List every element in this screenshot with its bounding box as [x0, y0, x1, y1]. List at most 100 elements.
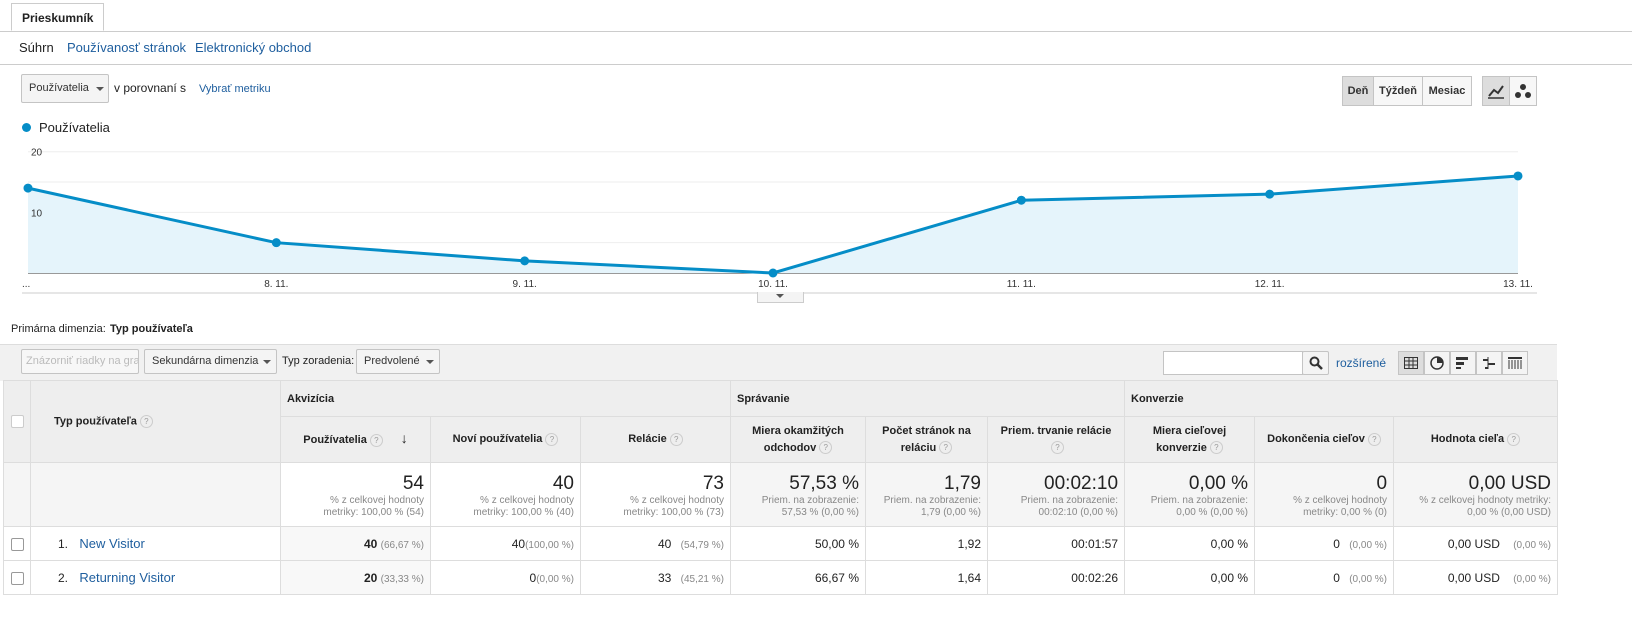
view-pivot-button[interactable]: [1502, 351, 1528, 375]
chart-resize-handle[interactable]: [757, 292, 804, 303]
tab-bar: [0, 0, 1632, 32]
help-icon[interactable]: ?: [669, 432, 683, 446]
data-point[interactable]: [271, 238, 281, 248]
subnav-usage[interactable]: Používanosť stránok: [67, 40, 187, 55]
help-icon[interactable]: ?: [545, 432, 559, 446]
column-header[interactable]: Dokončenia cieľov?: [1254, 416, 1395, 463]
bubbles-icon: [1515, 84, 1531, 98]
select-all-checkbox[interactable]: [10, 415, 24, 428]
grid-icon: [1404, 357, 1418, 369]
sub-nav: Súhrn Používanosť stránok Elektronický o…: [0, 32, 1632, 65]
totals-cell: 57,53 % Priem. na zobrazenie: 57,53 % (0,0…: [730, 462, 866, 527]
row-name-link[interactable]: Returning Visitor: [79, 570, 176, 585]
metric-dropdown[interactable]: Používatelia: [21, 74, 109, 103]
chevron-down-icon: [776, 294, 784, 298]
group-acquisition: Akvizícia: [280, 380, 731, 417]
help-icon[interactable]: ?: [1051, 441, 1064, 455]
totals-cell: 0,00 % Priem. na zobrazenie: 0,00 % (0,00 …: [1124, 462, 1256, 527]
column-header[interactable]: Miera okamžitých odchodov?: [730, 416, 866, 463]
totals-cell: 1,79 Priem. na zobrazenie: 1,79 (0,00 %): [865, 462, 988, 527]
column-header[interactable]: Počet stránok na reláciu?: [865, 416, 988, 463]
primary-dimension-value[interactable]: Typ používateľa: [110, 323, 193, 335]
line-chart-icon: [1488, 85, 1504, 99]
column-header[interactable]: Noví používatelia?: [430, 416, 581, 463]
table-row: 1. New Visitor 40 (66,67 %) 40(100,00 %) 40…: [3, 526, 1559, 561]
data-point[interactable]: [1016, 195, 1026, 205]
row-name-link[interactable]: New Visitor: [79, 536, 145, 551]
view-compare-button[interactable]: [1476, 351, 1502, 375]
column-header[interactable]: Používatelia? ↓: [280, 416, 431, 463]
sort-type-dropdown[interactable]: Predvolené: [356, 349, 440, 374]
help-icon[interactable]: ?: [1209, 441, 1223, 455]
x-tick-label: 11. 11.: [1007, 279, 1036, 290]
totals-cell: 54% z celkovej hodnoty metriky: 100,00 % …: [280, 462, 431, 527]
select-all-cell: [3, 380, 31, 463]
table-cell: [3, 560, 31, 595]
table-cell: 0,00 USD (0,00 %): [1393, 560, 1559, 595]
x-tick-label: 10. 11.: [758, 279, 788, 290]
totals-cell: 40% z celkovej hodnoty metriky: 100,00 % …: [430, 462, 581, 527]
table-cell: 1,92: [865, 526, 988, 561]
chevron-down-icon: [426, 360, 434, 364]
table-search-input[interactable]: [1163, 351, 1303, 375]
help-icon[interactable]: ?: [1367, 432, 1381, 446]
table-cell: 1,64: [865, 560, 988, 595]
users-line-chart: ... 8. 11. 9. 11. 10. 11. 11. 11. 12. 11. 13. …: [22, 148, 1537, 294]
data-point[interactable]: [23, 183, 33, 193]
column-header[interactable]: Relácie?: [580, 416, 731, 463]
line-chart-button[interactable]: [1482, 76, 1510, 106]
dimension-header[interactable]: Typ používateľa?: [30, 380, 281, 463]
data-point[interactable]: [768, 268, 778, 278]
table-cell: 40 (66,67 %): [280, 526, 431, 561]
y-tick-label: 10: [31, 208, 43, 219]
advanced-filter-link[interactable]: rozšírené: [1336, 356, 1387, 370]
table-row: 2. Returning Visitor 20 (33,33 %) 0(0,00 %…: [3, 560, 1559, 595]
secondary-dimension-dropdown[interactable]: Sekundárna dimenzia: [144, 349, 277, 374]
totals-cell: 00:02:10 Priem. na zobrazenie: 00:02:10 (0…: [986, 462, 1126, 527]
table-cell: 0 (0,00 %): [1254, 560, 1395, 595]
group-behavior: Správanie: [729, 380, 1126, 417]
column-header[interactable]: Hodnota cieľa?: [1393, 416, 1559, 463]
data-point[interactable]: [520, 256, 530, 266]
data-point[interactable]: [1513, 171, 1523, 181]
legend-label: Používatelia: [39, 120, 110, 135]
help-icon[interactable]: ?: [939, 441, 953, 455]
help-icon[interactable]: ?: [819, 441, 833, 455]
table-cell: 1. New Visitor: [30, 526, 281, 561]
sort-arrow-icon[interactable]: ↓: [396, 430, 408, 446]
column-header[interactable]: Miera cieľovej konverzie?: [1124, 416, 1256, 463]
row-checkbox[interactable]: [10, 571, 24, 585]
totals-label-cell: [30, 462, 281, 527]
table-cell: 0,00 %: [1124, 526, 1256, 561]
table-cell: 0(0,00 %): [430, 560, 581, 595]
tab-explorer[interactable]: Prieskumník: [11, 3, 105, 31]
period-week-button[interactable]: Týždeň: [1373, 76, 1423, 106]
motion-chart-button[interactable]: [1509, 76, 1537, 106]
table-cell: [3, 526, 31, 561]
help-icon[interactable]: ?: [139, 415, 153, 428]
search-button[interactable]: [1302, 351, 1329, 375]
column-header[interactable]: Priem. trvanie relácie?: [986, 416, 1126, 463]
plot-rows-button[interactable]: Znázorniť riadky na grafe: [21, 349, 139, 374]
chevron-down-icon: [96, 87, 104, 91]
row-checkbox[interactable]: [10, 537, 24, 551]
subnav-ecommerce[interactable]: Elektronický obchod: [195, 40, 312, 55]
table-cell: 00:01:57: [986, 526, 1126, 561]
pie-chart-icon: [1430, 356, 1444, 370]
secondary-dimension-label: Sekundárna dimenzia: [152, 355, 259, 367]
period-month-button[interactable]: Mesiac: [1422, 76, 1472, 106]
data-point[interactable]: [1265, 189, 1275, 199]
help-icon[interactable]: ?: [1507, 432, 1521, 446]
period-day-button[interactable]: Deň: [1342, 76, 1374, 106]
subnav-summary[interactable]: Súhrn: [19, 40, 54, 55]
view-pie-button[interactable]: [1424, 351, 1450, 375]
view-table-button[interactable]: [1398, 351, 1424, 375]
y-tick-label: 20: [31, 148, 43, 159]
table-cell: 66,67 %: [730, 560, 866, 595]
help-icon[interactable]: ?: [369, 433, 383, 447]
x-tick-label: 12. 11.: [1255, 279, 1285, 290]
view-bar-button[interactable]: [1450, 351, 1476, 375]
choose-metric-link[interactable]: Vybrať metriku: [199, 83, 271, 95]
table-cell: 0,00 %: [1124, 560, 1256, 595]
totals-cell: 0% z celkovej hodnoty metriky: 0,00 % (0): [1254, 462, 1395, 527]
